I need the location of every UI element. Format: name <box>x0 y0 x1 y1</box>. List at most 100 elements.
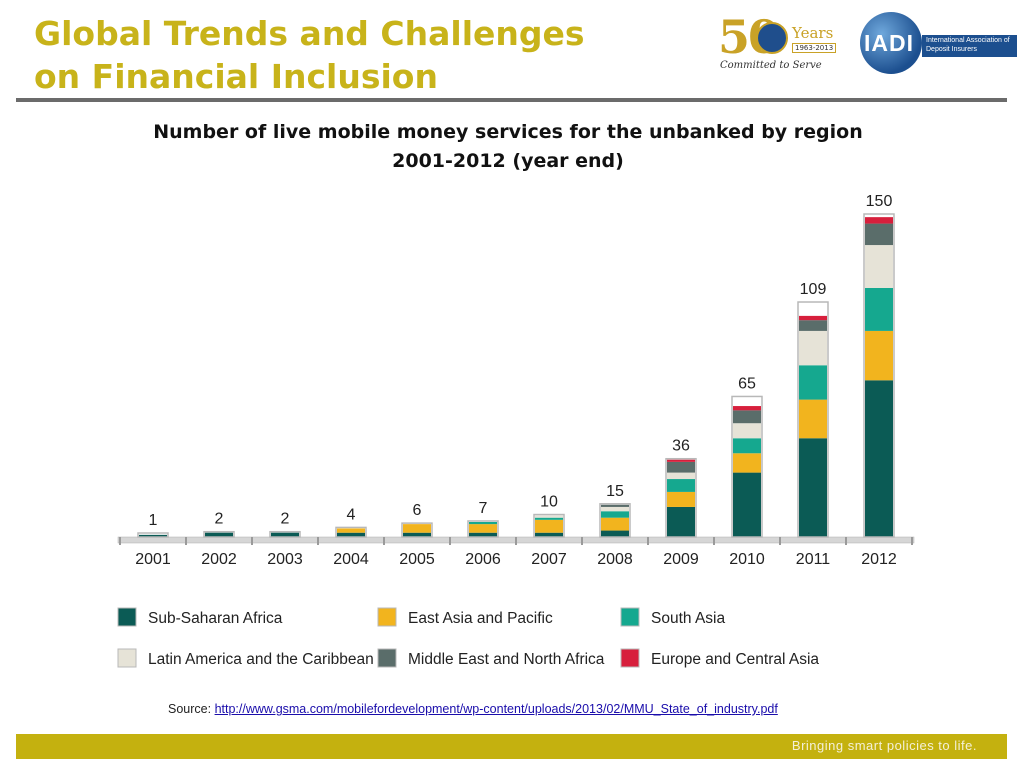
source-link[interactable]: http://www.gsma.com/mobilefordevelopment… <box>214 702 778 716</box>
bar-total-label: 15 <box>606 483 624 500</box>
legend-swatch <box>377 648 397 668</box>
seal-icon <box>756 22 788 54</box>
bar-outline <box>599 503 631 538</box>
chart-title-line2: 2001-2012 (year end) <box>392 150 624 172</box>
slide-title: Global Trends and Challenges on Financia… <box>34 12 674 98</box>
x-tick <box>779 537 781 545</box>
bar-segment <box>667 479 695 492</box>
bar-outline <box>797 301 829 538</box>
slide-title-line2: on Financial Inclusion <box>34 57 438 96</box>
bar-segment <box>799 315 827 321</box>
bar-total-label: 4 <box>347 506 356 523</box>
bar-segment <box>799 438 827 537</box>
footer-bar: Bringing smart policies to life. <box>16 734 1007 759</box>
legend-swatch <box>377 607 397 627</box>
bar-segment <box>799 330 827 366</box>
globe-icon <box>860 12 922 74</box>
bar-segment <box>865 223 893 246</box>
bar-outline <box>863 213 895 538</box>
x-tick <box>119 537 121 545</box>
bar-outline <box>533 513 565 538</box>
bar-segment <box>865 217 893 224</box>
x-tick <box>449 537 451 545</box>
legend-label: East Asia and Pacific <box>408 610 553 627</box>
bar-total-label: 109 <box>800 281 827 298</box>
bar-segment <box>799 320 827 331</box>
x-tick <box>911 537 913 545</box>
legend-label: Middle East and North Africa <box>408 651 605 668</box>
x-tick <box>185 537 187 545</box>
bar-segment <box>601 530 629 537</box>
legend-label: South Asia <box>651 610 725 627</box>
chart-title-line1: Number of live mobile money services for… <box>153 121 863 143</box>
x-tick-label: 2003 <box>267 551 303 568</box>
bar-segment <box>667 491 695 507</box>
x-tick <box>383 537 385 545</box>
bar-total-label: 36 <box>672 438 690 455</box>
bar-outline <box>335 526 367 538</box>
x-tick <box>647 537 649 545</box>
bar-segment <box>601 504 629 507</box>
bar-total-label: 150 <box>866 193 893 210</box>
bar-total-label: 65 <box>738 375 756 392</box>
bar-segment <box>733 438 761 454</box>
chart-title: Number of live mobile money services for… <box>60 118 956 176</box>
bar-segment <box>139 534 167 537</box>
bar-segment <box>535 532 563 537</box>
x-tick <box>845 537 847 545</box>
bar-outline <box>665 457 697 538</box>
bar-segment <box>469 532 497 537</box>
x-tick-label: 2008 <box>597 551 633 568</box>
x-tick <box>317 537 319 545</box>
bar-outline <box>137 532 169 538</box>
iadi-logo-bar <box>922 35 1017 57</box>
bar-segment <box>271 532 299 537</box>
bar-segment <box>865 245 893 288</box>
bar-outline <box>467 520 499 538</box>
bar-total-label: 1 <box>149 512 158 529</box>
x-tick-label: 2005 <box>399 551 435 568</box>
legend-label: Europe and Central Asia <box>651 651 819 668</box>
bar-segment <box>469 524 497 533</box>
legend-swatch <box>117 607 137 627</box>
bar-total-label: 10 <box>540 494 558 511</box>
x-tick <box>515 537 517 545</box>
bar-outline <box>203 530 235 538</box>
bar-outline <box>401 522 433 538</box>
bar-segment <box>601 506 629 512</box>
anniversary-logo-range: 1963-2013 <box>792 43 837 53</box>
legend-swatch <box>117 648 137 668</box>
bar-segment <box>799 365 827 400</box>
source-note: Source: http://www.gsma.com/mobilefordev… <box>168 702 778 716</box>
anniversary-logo: 50 Years 1963-2013 Committed to Serve <box>716 10 844 76</box>
x-tick-label: 2004 <box>333 551 369 568</box>
bar-segment <box>601 517 629 531</box>
legend-swatch <box>620 607 640 627</box>
bar-segment <box>733 410 761 424</box>
bar-total-label: 2 <box>281 511 290 528</box>
legend-swatch <box>620 648 640 668</box>
x-tick-label: 2002 <box>201 551 237 568</box>
iadi-logo-org: International Association of Deposit Ins… <box>926 37 1010 53</box>
bar-segment <box>667 472 695 480</box>
x-tick-label: 2011 <box>796 551 831 568</box>
x-tick-label: 2007 <box>531 551 567 568</box>
bar-segment <box>337 532 365 537</box>
x-tick-label: 2009 <box>663 551 699 568</box>
bar-segment <box>535 515 563 518</box>
bar-segment <box>799 399 827 439</box>
bar-segment <box>733 472 761 537</box>
x-tick-label: 2012 <box>861 551 897 568</box>
iadi-logo: IADI International Association of Deposi… <box>860 12 1020 76</box>
bar-segment <box>667 506 695 537</box>
bar-segment <box>733 453 761 473</box>
bar-segment <box>667 459 695 462</box>
bar-segment <box>205 532 233 537</box>
bar-segment <box>733 423 761 439</box>
bar-segment <box>601 511 629 518</box>
bar-segment <box>403 532 431 537</box>
bar-segment <box>865 380 893 537</box>
bar-outline <box>731 395 763 538</box>
x-tick <box>713 537 715 545</box>
bar-segment <box>667 461 695 473</box>
